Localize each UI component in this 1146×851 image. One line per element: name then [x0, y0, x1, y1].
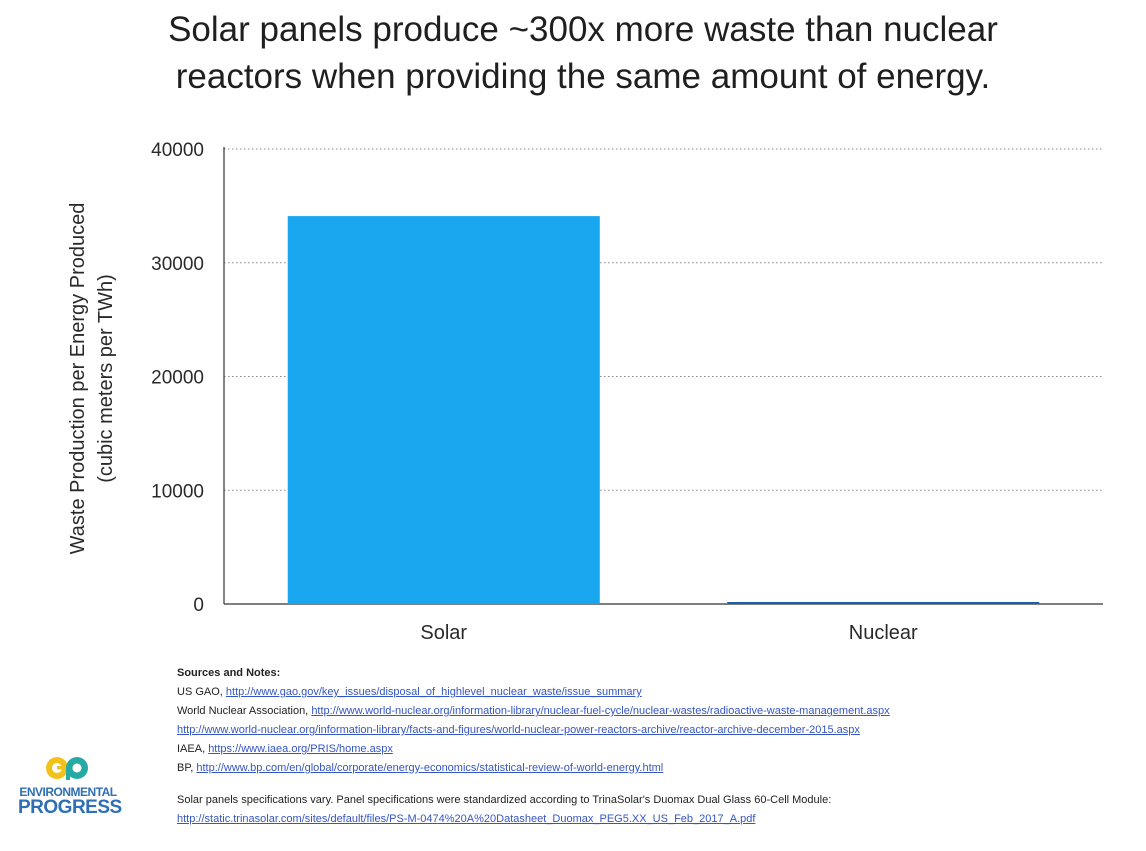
- bar-chart: 0 10000 20000 30000 40000 Solar Nuclear Waste P…: [67, 140, 1103, 644]
- source-link[interactable]: http://www.world-nuclear.org/information…: [177, 724, 860, 736]
- logo-line-1: ENVIRONMENTAL: [19, 785, 117, 799]
- source-link[interactable]: http://www.world-nuclear.org/information…: [311, 705, 890, 717]
- y-tick-label: 10000: [151, 481, 204, 502]
- bar-nuclear: [727, 602, 1040, 604]
- logo-line-2: PROGRESS: [18, 797, 122, 818]
- sources-notes: Sources and Notes: US GAO, http://www.ga…: [177, 664, 1077, 829]
- source-prefix: US GAO,: [177, 686, 226, 698]
- source-line: US GAO, http://www.gao.gov/key_issues/di…: [177, 683, 1077, 702]
- source-line: http://www.world-nuclear.org/information…: [177, 721, 1077, 740]
- source-line: BP, http://www.bp.com/en/global/corporat…: [177, 759, 1077, 778]
- y-tick-label: 0: [193, 595, 204, 616]
- specification-note: Solar panels specifications vary. Panel …: [177, 794, 832, 806]
- specification-link[interactable]: http://static.trinasolar.com/sites/defau…: [177, 813, 756, 825]
- logo-wordmark: ENVIRONMENTAL PROGRESS: [18, 785, 122, 818]
- source-prefix: World Nuclear Association,: [177, 705, 312, 717]
- source-link[interactable]: http://www.bp.com/en/global/corporate/en…: [196, 762, 664, 774]
- y-axis-label: Waste Production per Energy Produced: [67, 203, 89, 555]
- source-line: IAEA, https://www.iaea.org/PRIS/home.asp…: [177, 740, 1077, 759]
- sources-header: Sources and Notes:: [177, 667, 281, 679]
- specification-link-line: http://static.trinasolar.com/sites/defau…: [177, 810, 1077, 829]
- source-line: World Nuclear Association, http://www.wo…: [177, 702, 1077, 721]
- source-link[interactable]: https://www.iaea.org/PRIS/home.aspx: [208, 743, 393, 755]
- x-category-label: Solar: [420, 622, 467, 644]
- y-tick-label: 30000: [151, 254, 204, 275]
- y-axis-label-units: (cubic meters per TWh): [95, 274, 117, 483]
- source-link[interactable]: http://www.gao.gov/key_issues/disposal_o…: [225, 686, 642, 698]
- chart-title: Solar panels produce ~300x more waste th…: [0, 6, 1146, 100]
- source-prefix: BP,: [177, 762, 197, 774]
- y-tick-label: 20000: [151, 368, 204, 389]
- source-prefix: IAEA,: [177, 743, 209, 755]
- x-category-label: Nuclear: [849, 622, 918, 644]
- bar-solar: [287, 216, 600, 605]
- chart-title-line-1: Solar panels produce ~300x more waste th…: [168, 10, 998, 49]
- environmental-progress-logo: ENVIRONMENTAL PROGRESS: [18, 756, 122, 826]
- y-tick-label: 40000: [151, 140, 204, 161]
- ep-logo-icon: [46, 757, 88, 780]
- chart-title-line-2: reactors when providing the same amount …: [175, 57, 991, 96]
